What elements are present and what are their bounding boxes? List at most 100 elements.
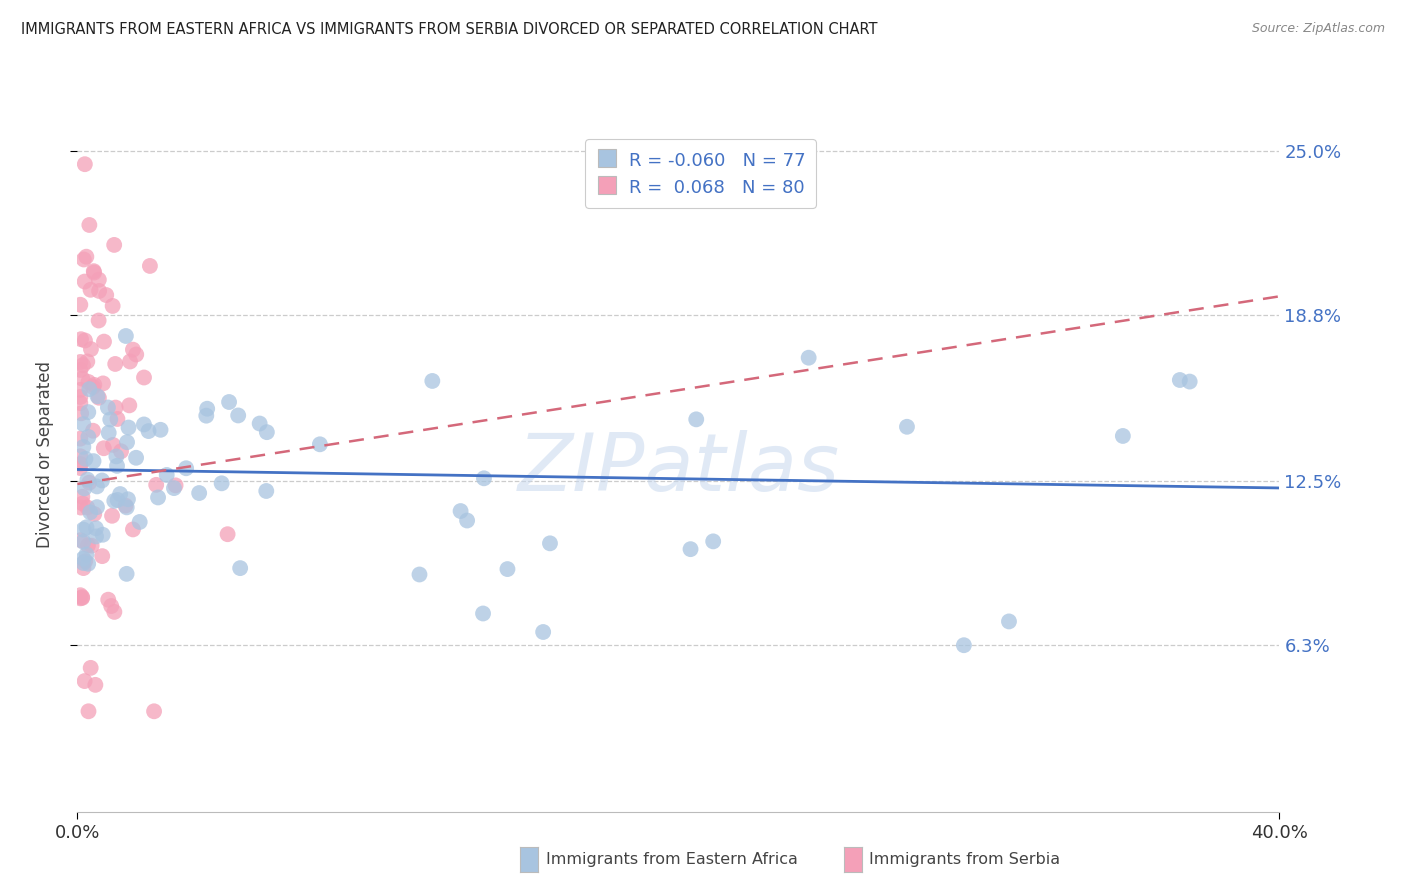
Point <box>82 424 104 438</box>
Point <box>97 592 120 607</box>
Point <box>408 567 430 582</box>
Point <box>76 520 98 534</box>
Point <box>77 557 100 571</box>
Point <box>87 284 110 298</box>
Point <box>79 505 101 519</box>
Point <box>420 374 443 388</box>
Point <box>138 424 160 438</box>
Point <box>69 449 91 463</box>
Point <box>86 500 108 515</box>
Point <box>77 430 100 444</box>
Point <box>70 406 93 420</box>
Point <box>108 487 131 501</box>
Point <box>101 438 124 452</box>
Point <box>72 556 94 570</box>
Point <box>110 444 132 458</box>
Point <box>72 358 94 372</box>
Point <box>73 275 96 289</box>
Point <box>77 375 100 389</box>
Point <box>80 539 103 553</box>
Point <box>132 370 155 384</box>
Text: Source: ZipAtlas.com: Source: ZipAtlas.com <box>1251 22 1385 36</box>
Point <box>122 343 145 357</box>
Point <box>118 354 141 368</box>
Point <box>122 523 145 537</box>
Point <box>107 412 129 426</box>
Point <box>72 497 94 511</box>
Point <box>249 417 271 431</box>
Point <box>75 250 97 264</box>
Point <box>115 329 138 343</box>
Point <box>69 396 91 410</box>
Point <box>128 515 150 529</box>
Point <box>195 401 218 416</box>
Point <box>115 435 138 450</box>
Point <box>82 380 104 394</box>
Point <box>254 483 277 498</box>
Point <box>496 562 519 576</box>
Point <box>79 283 101 297</box>
Point <box>953 638 976 652</box>
Point <box>896 419 918 434</box>
Point <box>87 273 110 287</box>
Point <box>70 590 93 604</box>
Point <box>69 457 91 471</box>
Point <box>80 342 103 356</box>
Point <box>73 252 96 267</box>
Point <box>226 409 249 423</box>
Point <box>75 554 97 568</box>
Point <box>117 492 139 507</box>
Point <box>76 547 98 561</box>
Point <box>69 363 91 377</box>
Point <box>998 615 1021 629</box>
Point <box>456 514 478 528</box>
Point <box>91 376 114 391</box>
Point <box>72 534 94 549</box>
Point <box>76 500 98 515</box>
Text: IMMIGRANTS FROM EASTERN AFRICA VS IMMIGRANTS FROM SERBIA DIVORCED OR SEPARATED C: IMMIGRANTS FROM EASTERN AFRICA VS IMMIGR… <box>21 22 877 37</box>
Point <box>79 218 101 232</box>
Point <box>83 507 105 521</box>
Point <box>69 390 91 404</box>
Point <box>195 409 218 423</box>
Point <box>125 347 148 361</box>
Point <box>86 479 108 493</box>
Point <box>76 473 98 487</box>
Point <box>72 440 94 454</box>
Point <box>79 382 101 396</box>
Point <box>149 423 172 437</box>
Point <box>115 566 138 581</box>
Point <box>103 605 125 619</box>
Point <box>107 492 129 507</box>
Point <box>1168 373 1191 387</box>
Point <box>84 529 107 543</box>
Text: Immigrants from Serbia: Immigrants from Serbia <box>869 853 1060 867</box>
Point <box>76 354 98 368</box>
Point <box>73 482 96 496</box>
Point <box>100 599 122 613</box>
Point <box>69 588 91 602</box>
Point <box>125 450 148 465</box>
Point <box>450 504 472 518</box>
Point <box>145 478 167 492</box>
Point <box>105 458 128 473</box>
Point <box>685 412 707 426</box>
Point <box>83 378 105 392</box>
Point <box>84 521 107 535</box>
Y-axis label: Divorced or Separated: Divorced or Separated <box>37 361 55 549</box>
Point <box>472 471 495 485</box>
Point <box>69 432 91 446</box>
Point <box>87 391 110 405</box>
Point <box>97 425 120 440</box>
Point <box>87 313 110 327</box>
Point <box>72 417 94 431</box>
Point <box>229 561 252 575</box>
Point <box>93 334 115 349</box>
Point <box>70 591 93 605</box>
Point <box>83 264 105 278</box>
Point <box>105 450 128 464</box>
Point <box>77 538 100 552</box>
Point <box>101 508 124 523</box>
Point <box>104 401 127 415</box>
Point <box>103 238 125 252</box>
